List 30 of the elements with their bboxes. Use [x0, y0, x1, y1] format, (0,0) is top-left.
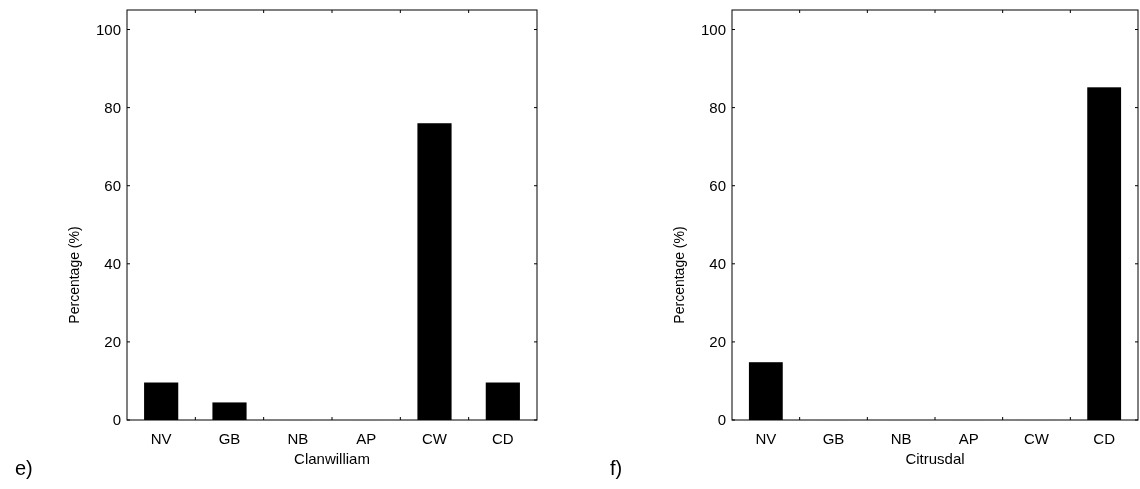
y-axis-title: Percentage (%)	[671, 226, 687, 324]
y-tick-label: 100	[95, 20, 121, 38]
y-tick-label: 0	[717, 411, 726, 429]
x-tick-label: GB	[218, 430, 241, 447]
y-tick-label: 100	[700, 20, 726, 38]
y-tick-label: 60	[709, 176, 726, 194]
y-axis-title: Percentage (%)	[66, 226, 82, 324]
x-axis-title: Clanwilliam	[294, 450, 370, 467]
x-axis-title: Citrusdal	[905, 450, 965, 467]
text: f)	[610, 457, 623, 479]
y-tick-label: 80	[104, 98, 121, 116]
text: e)	[15, 457, 33, 479]
x-tick-label: AP	[958, 430, 979, 447]
y-tick-label: 60	[104, 176, 121, 194]
x-tick-label: AP	[356, 430, 377, 447]
x-tick-label: CD	[1093, 430, 1116, 447]
x-tick-label: CD	[492, 430, 514, 447]
x-tick-label: CW	[422, 430, 448, 447]
y-tick-label: 20	[709, 333, 726, 351]
y-tick-label: 20	[104, 333, 121, 351]
y-tick-label: 40	[709, 255, 726, 273]
y-tick-label: 80	[709, 98, 726, 116]
y-tick-label: 0	[112, 411, 121, 429]
y-tick-label: 40	[104, 255, 121, 273]
x-tick-label: CW	[1024, 430, 1050, 447]
x-tick-label: NV	[150, 430, 172, 447]
x-tick-label: NV	[755, 430, 777, 447]
x-tick-label: GB	[822, 430, 845, 447]
x-tick-label: NB	[890, 430, 912, 447]
x-tick-label: NB	[287, 430, 309, 447]
